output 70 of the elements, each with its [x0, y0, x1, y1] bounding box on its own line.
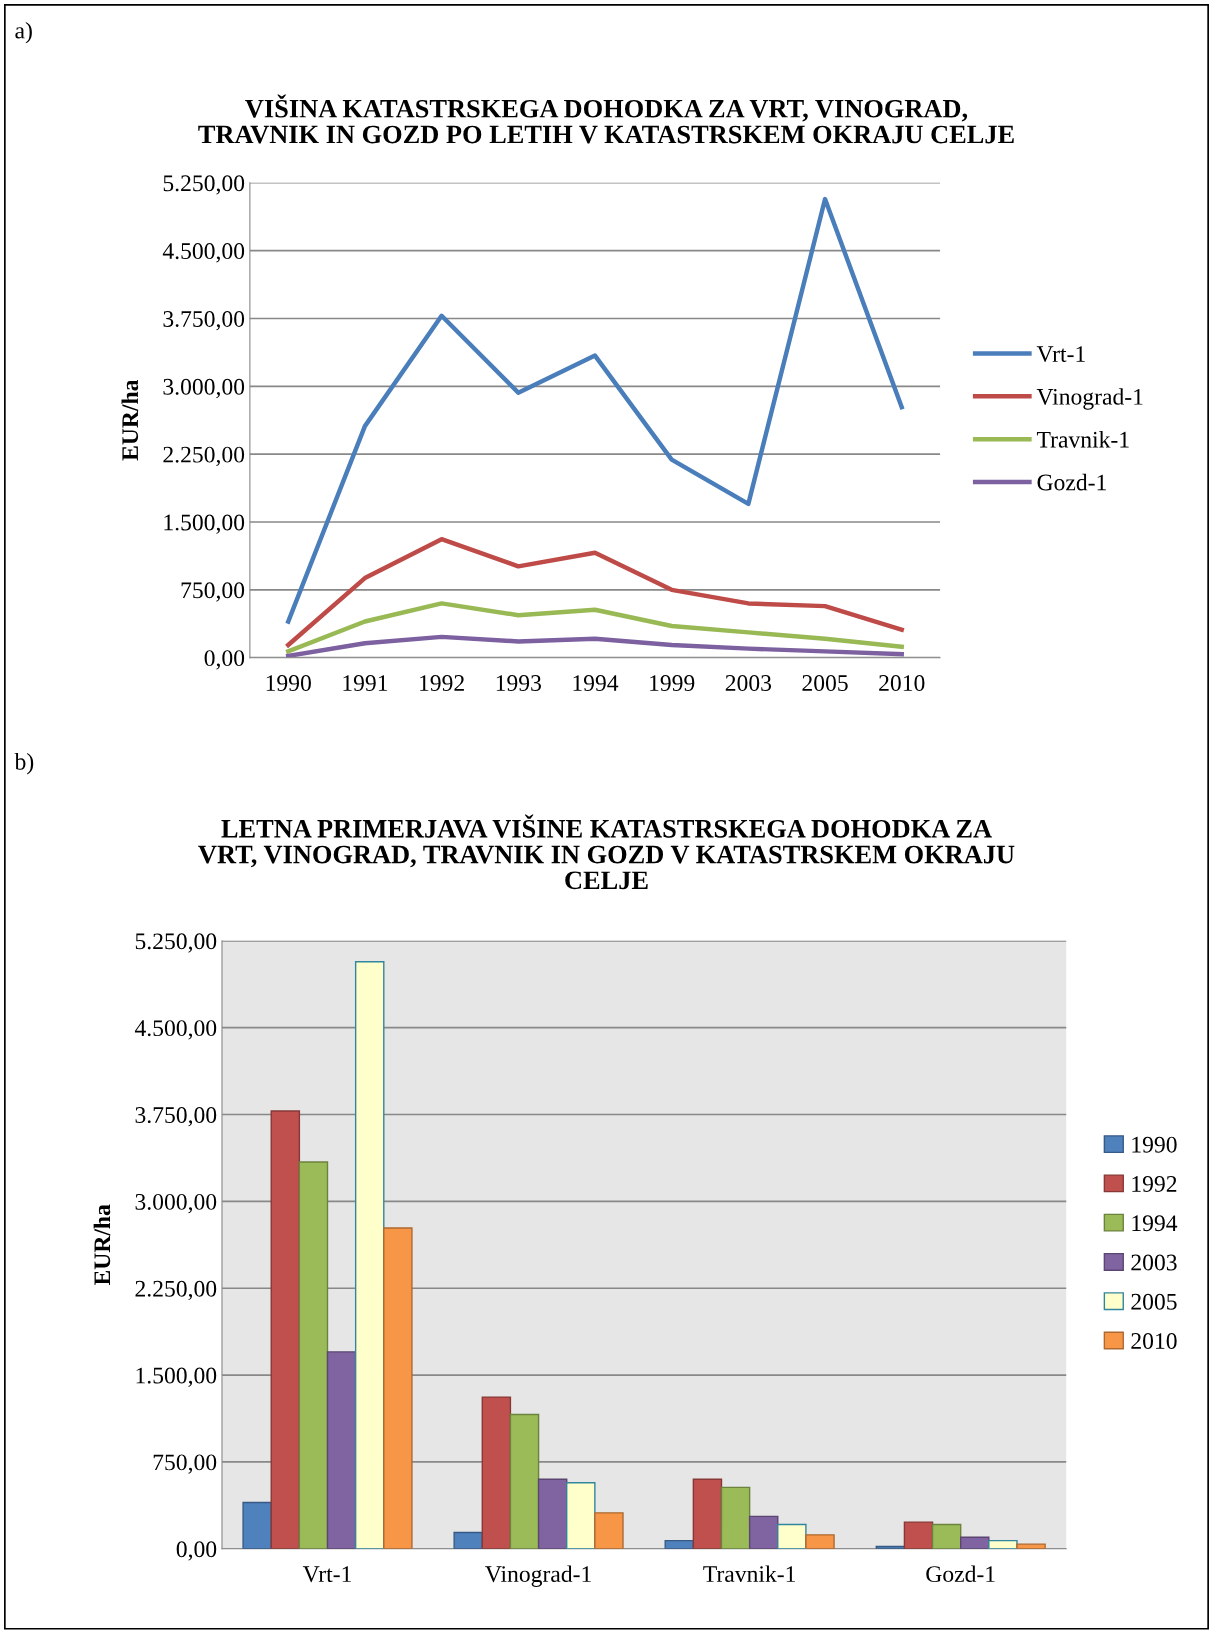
bar: [960, 1536, 990, 1549]
y-tick-label: 4.500,00: [162, 243, 245, 263]
x-tick-label: Vrt-1: [302, 1566, 351, 1583]
bar: [453, 1531, 483, 1549]
bar: [931, 1523, 962, 1549]
y-tick-label: 2.250,00: [163, 446, 245, 466]
bar: [509, 1413, 540, 1549]
chart-title: VIŠINA KATASTRSKEGA DOHODKA ZA VRT, VINOGRAD, TRAVNIK IN GOZD PO LETIH V KATASTRSKEM OKRAJU CELJE: [198, 94, 1014, 144]
bar: [354, 960, 385, 1549]
y-tick-label: 750,00: [153, 1454, 217, 1474]
x-tick-label: Vinograd-1: [485, 1565, 591, 1587]
bar: [298, 1161, 329, 1549]
legend-label: Vrt-1: [1036, 346, 1085, 363]
text: a): [15, 21, 32, 44]
x-tick-label: 1991: [343, 675, 388, 691]
bar: [383, 1227, 413, 1549]
legend-label: 2010: [1131, 1333, 1177, 1349]
y-tick-label: 0,00: [176, 1541, 217, 1561]
legend-label: 2003: [1131, 1254, 1177, 1271]
x-tick-label: Gozd-1: [926, 1565, 995, 1583]
y-axis-title: EUR/ha: [121, 379, 139, 461]
y-tick-label: 3.750,00: [135, 1107, 217, 1127]
bar: [566, 1482, 596, 1549]
x-tick-label: 1994: [573, 675, 619, 691]
legend-label: Travnik-1: [1036, 431, 1129, 448]
legend-label: 2005: [1131, 1293, 1177, 1310]
x-tick-label: 1990: [266, 675, 311, 691]
legend-label: Gozd-1: [1037, 473, 1106, 491]
y-tick-label: 3.000,00: [163, 378, 245, 399]
line-series: [286, 536, 904, 648]
y-tick-label: 5.250,00: [163, 175, 245, 195]
bar: [326, 1351, 357, 1549]
x-tick-label: 2003: [725, 675, 772, 691]
bar: [1016, 1543, 1046, 1549]
y-tick-label: 1.500,00: [136, 1367, 217, 1387]
y-axis-title: EUR/ha: [93, 1204, 111, 1286]
y-tick-label: 3.750,00: [163, 310, 245, 331]
bar: [805, 1534, 835, 1549]
line-series: [286, 601, 904, 654]
x-tick-label: 1999: [650, 675, 695, 691]
line-series: [286, 196, 904, 624]
y-tick-label: 1.500,00: [164, 514, 245, 534]
bar: [720, 1486, 751, 1549]
y-tick-label: 750,00: [181, 582, 245, 602]
line-series: [286, 634, 904, 658]
y-tick-label: 3.000,00: [135, 1193, 217, 1214]
text: b): [14, 753, 34, 775]
x-tick-label: 2010: [879, 675, 925, 691]
bar: [748, 1515, 779, 1549]
legend-label: Vinograd-1: [1036, 388, 1143, 410]
x-tick-label: Travnik-1: [703, 1565, 796, 1583]
bar: [594, 1512, 624, 1549]
bar: [777, 1523, 807, 1549]
x-tick-label: 1992: [420, 675, 464, 691]
y-tick-label: 2.250,00: [135, 1280, 217, 1301]
legend-label: 1992: [1132, 1176, 1177, 1192]
y-tick-label: 0,00: [204, 650, 245, 670]
bar: [481, 1396, 512, 1549]
legend-label: 1994: [1132, 1215, 1178, 1232]
x-tick-label: 2005: [802, 675, 848, 691]
x-tick-label: 1993: [496, 675, 541, 691]
bar: [903, 1521, 934, 1549]
chart-title: LETNA PRIMERJAVA VIŠINE KATASTRSKEGA DOHODKA ZA VRT, VINOGRAD, TRAVNIK IN GOZD V KATASTRSKEM OKRAJU CELJE: [198, 814, 1015, 890]
bar: [270, 1110, 301, 1549]
y-tick-label: 4.500,00: [134, 1020, 217, 1040]
y-tick-label: 5.250,00: [135, 933, 217, 953]
legend-label: 1990: [1132, 1136, 1177, 1153]
bar: [537, 1478, 568, 1549]
bar: [242, 1501, 272, 1549]
bar: [692, 1478, 723, 1549]
